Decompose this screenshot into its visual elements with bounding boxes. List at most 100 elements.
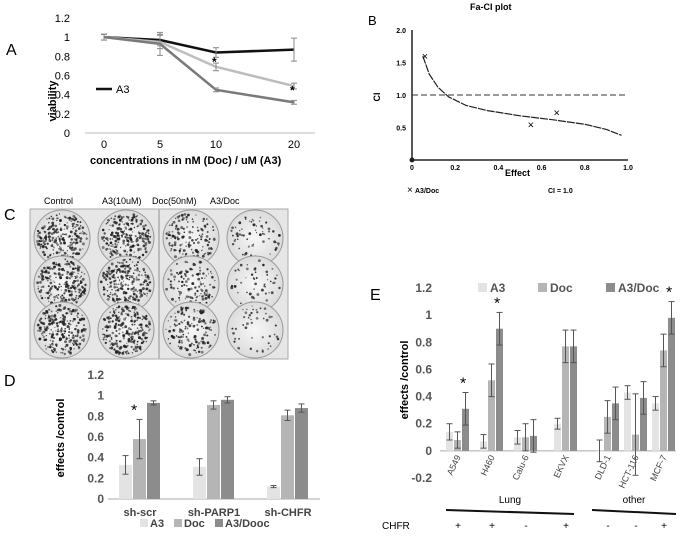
panel-c-colony bbox=[108, 340, 111, 343]
panel-c-colony bbox=[135, 263, 138, 266]
panel-e-bar bbox=[562, 346, 569, 451]
panel-c-colony bbox=[211, 275, 214, 279]
panel-c-colony bbox=[58, 237, 61, 240]
panel-c-colony bbox=[103, 336, 105, 339]
panel-c-colony bbox=[168, 244, 171, 247]
panel-c-colony bbox=[135, 255, 137, 258]
panel-c-colony bbox=[197, 350, 201, 354]
panel-c-colony bbox=[137, 231, 140, 234]
panel-c-colony bbox=[168, 242, 171, 245]
panel-c-colony bbox=[42, 238, 44, 240]
panel-c-colony bbox=[122, 264, 126, 267]
panel-c-colony bbox=[45, 326, 48, 330]
panel-c-colony bbox=[179, 336, 182, 339]
panel-b-y-tick: 2.0 bbox=[396, 28, 406, 35]
panel-c-colony bbox=[261, 230, 264, 233]
panel-c-colony bbox=[125, 261, 128, 263]
panel-c-colony bbox=[200, 346, 203, 349]
panel-c-colony bbox=[51, 267, 53, 270]
panel-label-a: A bbox=[6, 42, 17, 59]
panel-c-colony bbox=[196, 323, 199, 327]
panel-c-colony bbox=[254, 282, 257, 286]
panel-c-colony bbox=[137, 336, 141, 340]
panel-c-colony bbox=[268, 230, 270, 233]
panel-c-colony bbox=[269, 345, 272, 347]
panel-c-colony bbox=[191, 218, 194, 220]
panel-c-colony bbox=[63, 215, 67, 219]
panel-d: D 0 0.2 0.4 0.6 0.8 1 1.2 sh-scr sh-PARP1 sh-CHFR… bbox=[4, 368, 320, 530]
panel-c-colony bbox=[41, 333, 43, 335]
panel-c-colony bbox=[51, 350, 55, 354]
panel-c-colony bbox=[135, 349, 139, 353]
panel-c-colony bbox=[199, 295, 201, 297]
panel-c-colony bbox=[273, 333, 276, 336]
panel-c-colony bbox=[146, 292, 149, 295]
panel-c-colony bbox=[48, 322, 52, 326]
panel-c-colony bbox=[167, 320, 169, 322]
panel-e-x-tick: EKVX bbox=[552, 453, 571, 479]
panel-c-colony bbox=[70, 351, 72, 354]
panel-c-colony bbox=[124, 332, 127, 335]
panel-c-colony bbox=[59, 219, 62, 222]
panel-c-colony bbox=[262, 263, 265, 267]
panel-c-colony bbox=[143, 279, 147, 283]
panel-c-colony bbox=[65, 343, 69, 347]
panel-c-colony bbox=[128, 234, 131, 237]
panel-c-colony bbox=[61, 273, 64, 277]
panel-c-colony bbox=[208, 241, 210, 243]
panel-c-colony bbox=[139, 271, 141, 273]
panel-c-colony bbox=[182, 253, 184, 255]
panel-c-colony bbox=[149, 235, 152, 238]
panel-d-y-tick: 0.4 bbox=[87, 451, 104, 465]
panel-c-colony bbox=[68, 330, 71, 334]
panel-c-colony bbox=[122, 232, 125, 236]
panel-c-well bbox=[226, 301, 284, 359]
panel-c-colony bbox=[238, 247, 241, 250]
panel-c-colony bbox=[180, 226, 184, 230]
panel-c-colony bbox=[204, 322, 207, 325]
panel-d-bar bbox=[295, 408, 308, 499]
panel-c-colony bbox=[105, 223, 108, 225]
panel-c-colony bbox=[130, 295, 132, 297]
panel-c-colony bbox=[76, 314, 78, 317]
panel-c-colony bbox=[70, 293, 73, 296]
panel-c-colony bbox=[189, 267, 193, 271]
panel-c-colony bbox=[74, 229, 78, 233]
panel-c-colony bbox=[120, 234, 123, 237]
panel-c-colony bbox=[255, 225, 258, 227]
panel-c-colony bbox=[126, 251, 129, 253]
panel-c-colony bbox=[72, 334, 75, 337]
panel-a-significance-star: * bbox=[212, 55, 217, 69]
panel-c-colony bbox=[174, 324, 177, 327]
panel-b-y-tick: 1.0 bbox=[396, 93, 406, 100]
panel-c-colony bbox=[194, 238, 198, 241]
panel-c-colony bbox=[115, 221, 118, 224]
panel-c-colony bbox=[183, 313, 186, 317]
panel-c-colony bbox=[115, 329, 118, 332]
panel-c-colony bbox=[70, 248, 74, 252]
panel-c-colony bbox=[66, 222, 68, 224]
panel-c-colony bbox=[195, 214, 197, 216]
panel-c-colony bbox=[109, 237, 112, 240]
panel-e-legend-label: A3 bbox=[490, 281, 506, 295]
panel-c-colony bbox=[107, 266, 111, 270]
panel-c-colony bbox=[210, 319, 213, 322]
panel-c-colony bbox=[254, 271, 257, 274]
panel-c-colony bbox=[189, 296, 192, 299]
panel-b-x-tick: 1.0 bbox=[623, 165, 633, 172]
panel-c-colony bbox=[133, 265, 136, 267]
panel-c-colony bbox=[127, 352, 130, 355]
panel-c-colony bbox=[134, 245, 136, 247]
panel-c-colony bbox=[262, 240, 265, 243]
panel-c-colony bbox=[147, 231, 149, 233]
panel-c-colony bbox=[142, 240, 146, 244]
panel-c-colony bbox=[126, 330, 128, 333]
panel-c-colony bbox=[132, 277, 136, 281]
panel-c-colony bbox=[67, 217, 69, 219]
panel-c-colony bbox=[175, 228, 177, 230]
panel-c-colony bbox=[72, 227, 75, 230]
panel-c-colony bbox=[56, 288, 59, 291]
panel-c-colony bbox=[69, 230, 73, 234]
panel-c-colony bbox=[117, 241, 120, 244]
panel-c-colony bbox=[72, 308, 75, 312]
